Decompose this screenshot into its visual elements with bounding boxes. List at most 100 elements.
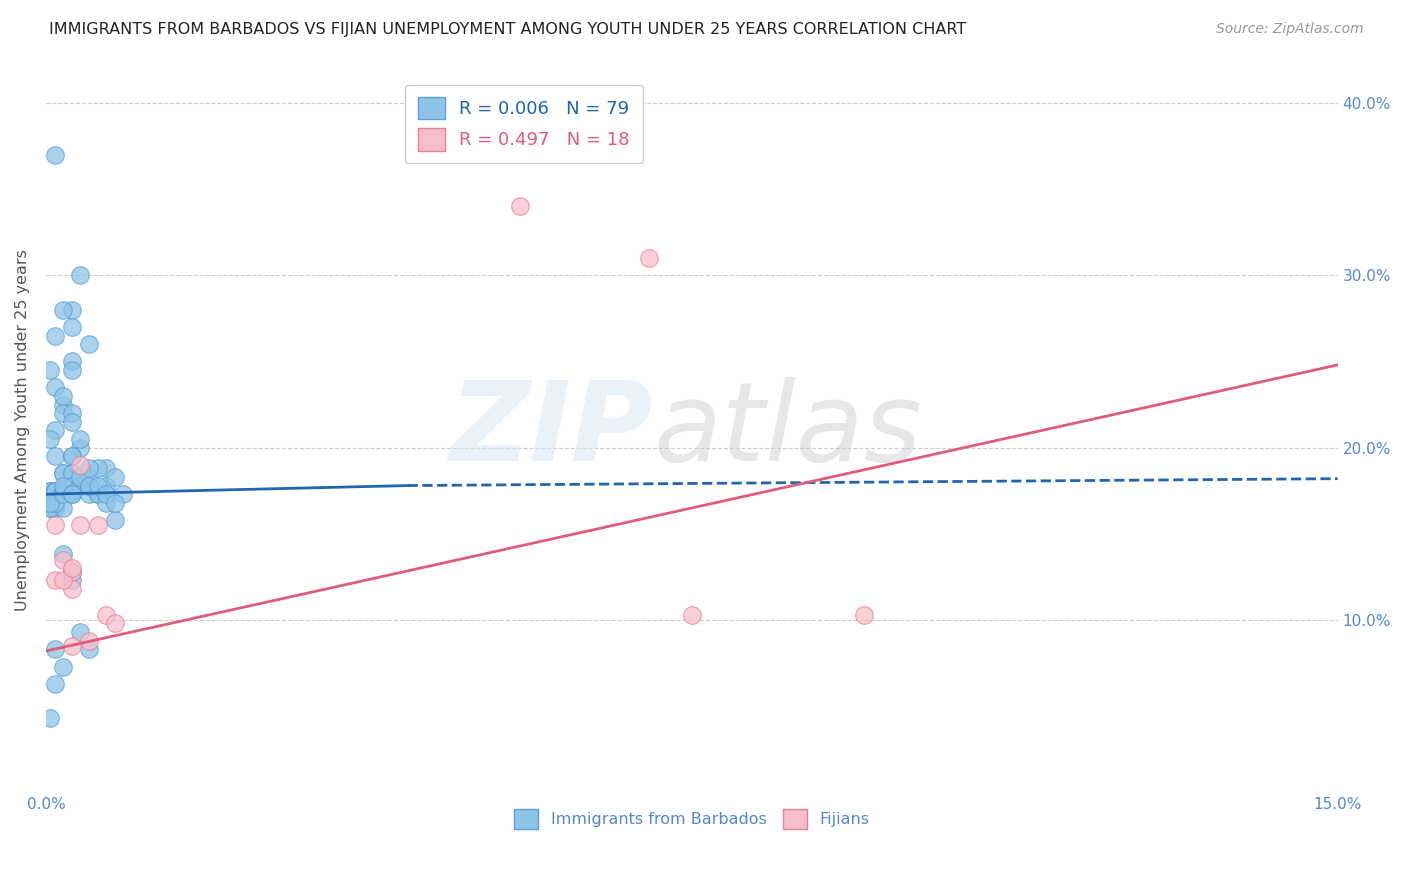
Point	[39, 500, 62, 515]
Point	[60, 483, 83, 498]
Point	[52, 483, 75, 498]
Point	[60, 320, 83, 334]
Point	[86, 487, 108, 501]
Point	[104, 513, 127, 527]
Text: IMMIGRANTS FROM BARBADOS VS FIJIAN UNEMPLOYMENT AMONG YOUTH UNDER 25 YEARS CORRE: IMMIGRANTS FROM BARBADOS VS FIJIAN UNEMP…	[49, 22, 966, 37]
Point	[44, 450, 66, 464]
Point	[69, 458, 91, 472]
Point	[52, 478, 75, 492]
Point	[77, 642, 100, 657]
Point	[39, 432, 62, 446]
Point	[86, 478, 108, 492]
Point	[60, 487, 83, 501]
Point	[69, 518, 91, 533]
Point	[52, 659, 75, 673]
Point	[86, 487, 108, 501]
Point	[96, 607, 118, 622]
Point	[69, 470, 91, 484]
Point	[44, 518, 66, 533]
Point	[44, 677, 66, 691]
Point	[52, 398, 75, 412]
Point	[69, 432, 91, 446]
Text: ZIP: ZIP	[450, 377, 652, 484]
Point	[52, 574, 75, 588]
Point	[52, 487, 75, 501]
Point	[96, 487, 118, 501]
Point	[104, 616, 127, 631]
Point	[39, 496, 62, 510]
Point	[60, 565, 83, 579]
Legend: Immigrants from Barbados, Fijians: Immigrants from Barbados, Fijians	[508, 803, 876, 835]
Point	[69, 268, 91, 283]
Point	[60, 354, 83, 368]
Point	[60, 363, 83, 377]
Point	[86, 461, 108, 475]
Point	[39, 483, 62, 498]
Point	[44, 483, 66, 498]
Point	[44, 500, 66, 515]
Y-axis label: Unemployment Among Youth under 25 years: Unemployment Among Youth under 25 years	[15, 250, 30, 611]
Point	[77, 478, 100, 492]
Point	[60, 415, 83, 429]
Point	[69, 478, 91, 492]
Point	[112, 487, 135, 501]
Point	[509, 199, 531, 213]
Point	[69, 441, 91, 455]
Point	[69, 625, 91, 640]
Point	[44, 500, 66, 515]
Point	[60, 450, 83, 464]
Point	[39, 363, 62, 377]
Point	[60, 450, 83, 464]
Point	[96, 461, 118, 475]
Point	[44, 483, 66, 498]
Point	[52, 483, 75, 498]
Point	[77, 337, 100, 351]
Point	[52, 552, 75, 566]
Point	[44, 380, 66, 394]
Point	[52, 389, 75, 403]
Point	[96, 496, 118, 510]
Point	[86, 518, 108, 533]
Point	[60, 582, 83, 596]
Point	[60, 574, 83, 588]
Point	[44, 483, 66, 498]
Point	[52, 483, 75, 498]
Point	[60, 467, 83, 481]
Point	[681, 607, 703, 622]
Point	[60, 302, 83, 317]
Point	[52, 406, 75, 420]
Point	[60, 467, 83, 481]
Text: Source: ZipAtlas.com: Source: ZipAtlas.com	[1216, 22, 1364, 37]
Point	[60, 487, 83, 501]
Point	[104, 496, 127, 510]
Point	[52, 548, 75, 562]
Point	[39, 483, 62, 498]
Point	[52, 467, 75, 481]
Point	[853, 607, 876, 622]
Point	[77, 633, 100, 648]
Point	[44, 496, 66, 510]
Point	[60, 561, 83, 575]
Point	[104, 470, 127, 484]
Point	[637, 251, 659, 265]
Text: atlas: atlas	[652, 377, 922, 484]
Point	[44, 483, 66, 498]
Point	[39, 500, 62, 515]
Point	[77, 487, 100, 501]
Point	[44, 328, 66, 343]
Point	[77, 461, 100, 475]
Point	[52, 483, 75, 498]
Point	[44, 147, 66, 161]
Point	[44, 574, 66, 588]
Point	[52, 500, 75, 515]
Point	[39, 711, 62, 725]
Point	[60, 406, 83, 420]
Point	[52, 302, 75, 317]
Point	[60, 565, 83, 579]
Point	[96, 478, 118, 492]
Point	[77, 470, 100, 484]
Point	[60, 639, 83, 653]
Point	[52, 467, 75, 481]
Point	[44, 642, 66, 657]
Point	[60, 478, 83, 492]
